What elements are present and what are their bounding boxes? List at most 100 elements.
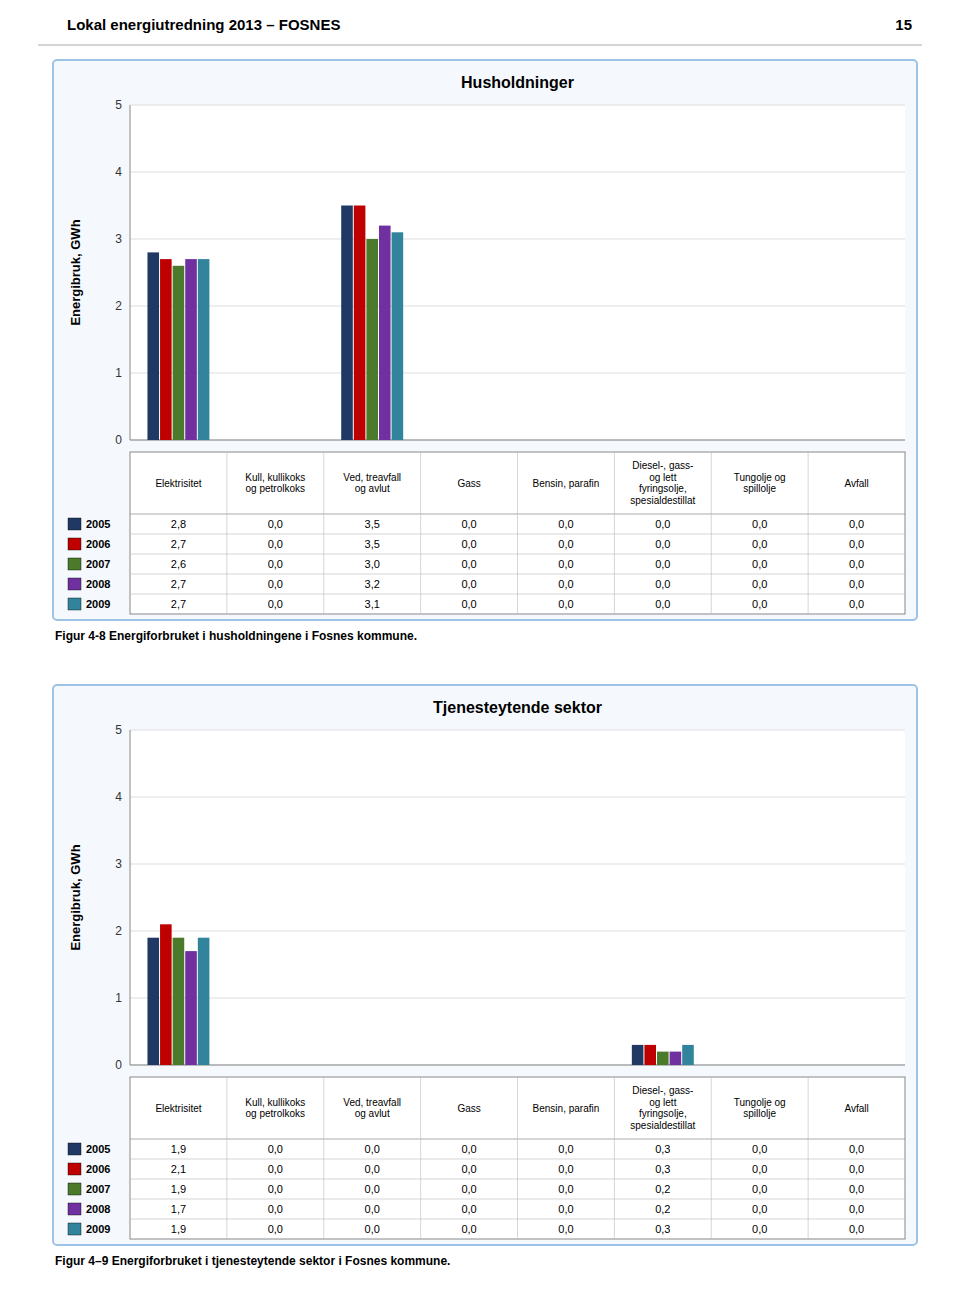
table-value: 0,0 xyxy=(849,538,864,550)
category-label-line: og avlut xyxy=(355,1108,390,1119)
table-value: 0,0 xyxy=(849,1203,864,1215)
plot-area xyxy=(130,730,905,1065)
table-value: 0,0 xyxy=(461,518,476,530)
category-label: Bensin, parafin xyxy=(533,478,600,489)
table-value: 0,0 xyxy=(558,578,573,590)
table-value: 2,6 xyxy=(171,558,186,570)
table-value: 0,0 xyxy=(558,558,573,570)
bar xyxy=(160,259,172,440)
category-label-line: og lett xyxy=(649,1097,676,1108)
bar xyxy=(476,440,488,441)
legend-swatch xyxy=(68,598,81,610)
bars xyxy=(147,924,693,1065)
category-label-line: fyringsolje, xyxy=(639,1108,687,1119)
legend-label: 2008 xyxy=(86,1203,110,1215)
table-value: 1,9 xyxy=(171,1183,186,1195)
table-value: 0,0 xyxy=(849,598,864,610)
category-label-line: Tungolje og xyxy=(734,472,786,483)
table-value: 0,0 xyxy=(752,1183,767,1195)
caption: Figur 4–9 Energiforbruket i tjenesteyten… xyxy=(55,1254,450,1268)
table-value: 0,0 xyxy=(558,1163,573,1175)
legend-label: 2009 xyxy=(86,1223,110,1235)
table-value: 0,0 xyxy=(752,518,767,530)
table-value: 0,0 xyxy=(655,558,670,570)
category-label: Diesel-, gass-og lettfyringsolje,spesial… xyxy=(630,1085,695,1131)
legend-swatch xyxy=(68,558,81,570)
bar xyxy=(147,252,159,440)
category-label-line: spillolje xyxy=(743,483,776,494)
category-label: Tungolje ogspillolje xyxy=(734,472,786,495)
bar xyxy=(766,440,778,441)
chart-title: Tjenesteytende sektor xyxy=(433,699,602,716)
category-label: Avfall xyxy=(844,478,868,489)
table-value: 0,0 xyxy=(849,578,864,590)
table-value: 0,0 xyxy=(365,1163,380,1175)
y-tick-label: 2 xyxy=(115,924,122,938)
category-label: Tungolje ogspillolje xyxy=(734,1097,786,1120)
bar xyxy=(392,232,404,440)
y-axis-label: Energibruk, GWh xyxy=(68,844,83,950)
table-value: 0,0 xyxy=(558,1223,573,1235)
table-value: 1,9 xyxy=(171,1223,186,1235)
y-tick-label: 3 xyxy=(115,857,122,871)
y-tick-label: 4 xyxy=(115,790,122,804)
category-label-line: og petrolkoks xyxy=(246,1108,305,1119)
bar xyxy=(451,440,463,441)
category-label-line: Kull, kullikoks xyxy=(245,472,305,483)
table-value: 0,0 xyxy=(849,558,864,570)
bar xyxy=(354,1065,366,1066)
category-label: Elektrisitet xyxy=(155,478,201,489)
table-value: 0,0 xyxy=(655,578,670,590)
table-value: 0,0 xyxy=(752,558,767,570)
grid-line xyxy=(130,306,905,307)
table-value: 0,0 xyxy=(268,558,283,570)
table-value: 3,0 xyxy=(365,558,380,570)
bar xyxy=(779,440,791,441)
grid-line xyxy=(130,1065,905,1066)
table-value: 0,0 xyxy=(752,538,767,550)
category-label-line: Bensin, parafin xyxy=(533,478,600,489)
bar xyxy=(838,1065,850,1066)
bar xyxy=(244,440,256,441)
table-value: 0,0 xyxy=(268,1203,283,1215)
chart-block: Tjenesteytende sektor012345Energibruk, G… xyxy=(53,685,917,1245)
grid-line xyxy=(130,105,905,106)
table-value: 0,0 xyxy=(365,1183,380,1195)
table-value: 0,0 xyxy=(268,1143,283,1155)
category-label-line: Ved, treavfall xyxy=(343,472,401,483)
y-tick-label: 3 xyxy=(115,232,122,246)
category-label: Bensin, parafin xyxy=(533,1103,600,1114)
category-label: Ved, treavfallog avlut xyxy=(343,1097,401,1120)
chart-frame xyxy=(53,60,917,620)
legend-swatch xyxy=(68,1223,81,1235)
y-axis-line xyxy=(130,730,131,1065)
grid-line xyxy=(130,730,905,731)
bar xyxy=(754,1065,766,1066)
table-value: 0,0 xyxy=(752,598,767,610)
bar xyxy=(863,1065,875,1066)
table-value: 0,3 xyxy=(655,1163,670,1175)
grid-line xyxy=(130,172,905,173)
bar xyxy=(366,239,378,440)
bar xyxy=(657,1052,669,1065)
bar xyxy=(838,440,850,441)
bar xyxy=(185,259,197,440)
table-value: 0,0 xyxy=(849,1223,864,1235)
table-value: 2,1 xyxy=(171,1163,186,1175)
table-value: 0,0 xyxy=(268,538,283,550)
bar xyxy=(573,1065,585,1066)
table-value: 0,0 xyxy=(655,598,670,610)
table-value: 0,0 xyxy=(268,518,283,530)
category-label-line: Avfall xyxy=(844,478,868,489)
bar xyxy=(826,1065,838,1066)
table-rule xyxy=(808,452,809,614)
bar xyxy=(754,440,766,441)
bar xyxy=(173,938,185,1065)
bar xyxy=(657,440,669,441)
grid-line xyxy=(130,239,905,240)
table-value: 0,0 xyxy=(655,518,670,530)
table-border xyxy=(130,452,905,614)
bar xyxy=(632,440,644,441)
bar xyxy=(670,1052,682,1065)
y-tick-label: 0 xyxy=(115,1058,122,1072)
